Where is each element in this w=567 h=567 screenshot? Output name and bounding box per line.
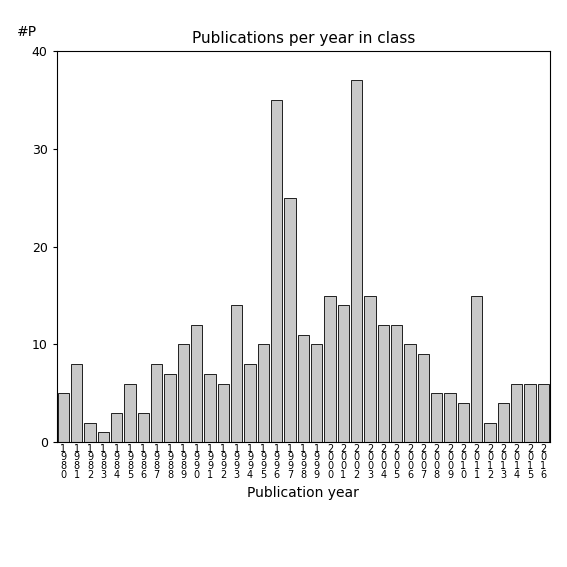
Bar: [231, 305, 242, 442]
Bar: [151, 364, 162, 442]
Bar: [538, 384, 549, 442]
Bar: [138, 413, 149, 442]
Bar: [71, 364, 82, 442]
Bar: [257, 345, 269, 442]
Bar: [271, 100, 282, 442]
Bar: [471, 295, 483, 442]
Bar: [164, 374, 176, 442]
Bar: [404, 345, 416, 442]
Bar: [244, 364, 256, 442]
Bar: [324, 295, 336, 442]
Bar: [418, 354, 429, 442]
Bar: [124, 384, 136, 442]
X-axis label: Publication year: Publication year: [247, 485, 359, 500]
Bar: [391, 325, 403, 442]
Bar: [284, 198, 295, 442]
Bar: [311, 345, 323, 442]
Bar: [191, 325, 202, 442]
Bar: [351, 81, 362, 442]
Bar: [298, 335, 309, 442]
Bar: [177, 345, 189, 442]
Bar: [458, 403, 469, 442]
Title: Publications per year in class: Publications per year in class: [192, 31, 415, 46]
Bar: [524, 384, 536, 442]
Bar: [511, 384, 522, 442]
Bar: [84, 423, 96, 442]
Bar: [98, 433, 109, 442]
Bar: [58, 393, 69, 442]
Bar: [498, 403, 509, 442]
Bar: [431, 393, 442, 442]
Bar: [484, 423, 496, 442]
Text: #P: #P: [17, 26, 37, 39]
Bar: [204, 374, 215, 442]
Bar: [111, 413, 122, 442]
Bar: [365, 295, 376, 442]
Bar: [378, 325, 389, 442]
Bar: [218, 384, 229, 442]
Bar: [445, 393, 456, 442]
Bar: [338, 305, 349, 442]
